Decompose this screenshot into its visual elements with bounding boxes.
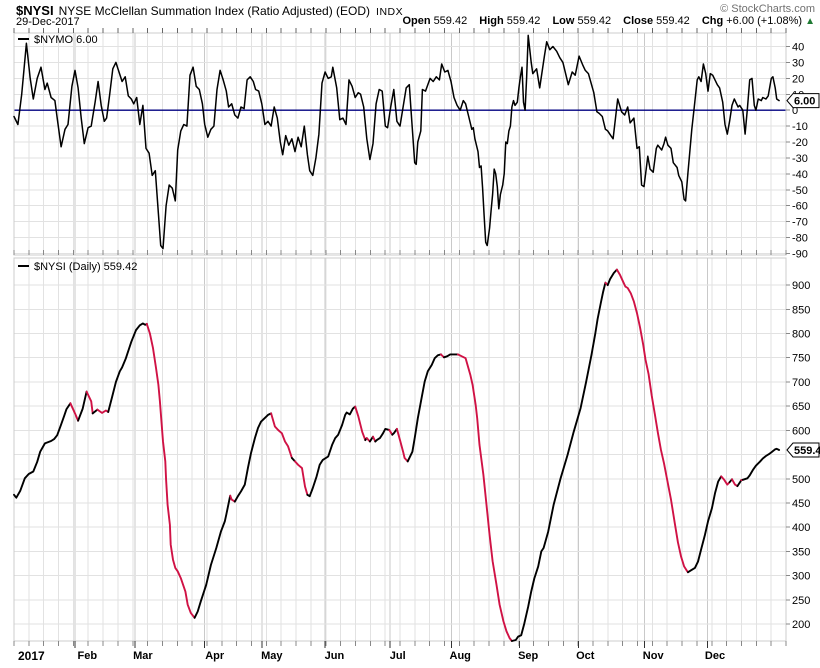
series-line [720, 475, 731, 486]
y-axis-label: 850 [792, 304, 810, 316]
chg-label: Chg [701, 15, 724, 27]
y-axis-label: -60 [792, 201, 808, 213]
x-axis-month-label: Apr [205, 650, 225, 662]
y-axis-label: 30 [792, 57, 804, 69]
x-axis-month-label: May [261, 650, 283, 662]
chart-title: NYSE McClellan Summation Index (Ratio Ad… [58, 4, 371, 18]
y-axis-label: 200 [792, 619, 810, 631]
last-value-label: 6.00 [794, 96, 815, 108]
series-line [391, 427, 398, 436]
series-line [731, 478, 739, 488]
y-axis-label: 40 [792, 42, 804, 54]
quote-bar: Open 559.42 High 559.42 Low 559.42 Close 559… [402, 15, 815, 27]
y-axis-label: 650 [792, 401, 810, 413]
y-axis-label: -50 [792, 185, 808, 197]
y-axis-label: -10 [792, 121, 808, 133]
x-axis-month-label: Aug [450, 650, 471, 662]
nysi-legend-dash-icon [18, 265, 29, 268]
nymo-legend: $NYMO 6.00 [18, 34, 98, 46]
x-axis-month-label: Oct [576, 650, 595, 662]
series-line [306, 405, 357, 498]
exchange-label: INDX [376, 6, 404, 18]
y-axis-label: -80 [792, 233, 808, 245]
date-label: 29-Dec-2017 [16, 16, 80, 28]
series-line [96, 408, 110, 414]
series-line [510, 281, 607, 642]
low-value: 559.42 [577, 15, 612, 27]
series-line [145, 322, 196, 619]
change-up-arrow-icon: ▲ [805, 16, 815, 27]
y-axis-label: 700 [792, 377, 810, 389]
series-line [13, 402, 72, 499]
y-axis-label: -70 [792, 217, 808, 229]
y-axis-label: 20 [792, 73, 804, 85]
x-axis-month-label: Sep [518, 650, 538, 662]
y-axis-label: 300 [792, 571, 810, 583]
y-axis-label: 450 [792, 498, 810, 510]
open-value: 559.42 [433, 15, 468, 27]
x-axis-month-label: Nov [643, 650, 665, 662]
series-line [193, 494, 232, 619]
symbol-label: $NYSI [16, 3, 54, 18]
high-value: 559.42 [506, 15, 541, 27]
y-axis-label: 500 [792, 474, 810, 486]
y-axis-label: 350 [792, 546, 810, 558]
y-axis-label: 900 [792, 280, 810, 292]
copyright-label: © StockCharts.com [720, 3, 815, 15]
y-axis-label: -90 [792, 248, 808, 260]
series-line [13, 34, 780, 250]
high-label: High [479, 15, 504, 27]
series-line [615, 268, 689, 574]
nysi-legend-label: $NYSI (Daily) 559.42 [34, 261, 138, 273]
series-line [85, 390, 94, 415]
x-axis-month-label: Feb [78, 650, 98, 662]
series-line [606, 268, 618, 287]
series-line [406, 353, 442, 463]
nysi-legend: $NYSI (Daily) 559.42 [18, 261, 137, 273]
series-line [741, 447, 781, 481]
series-line [443, 353, 459, 359]
series-line [107, 322, 148, 413]
y-axis-label: -30 [792, 153, 808, 165]
nymo-legend-label: $NYMO 6.00 [34, 34, 98, 46]
x-axis-month-label: Dec [705, 650, 725, 662]
series-line [395, 427, 409, 463]
series-line [77, 390, 88, 422]
series-line [354, 405, 367, 442]
y-axis-label: 600 [792, 425, 810, 437]
series-line [374, 427, 391, 443]
series-line [270, 412, 293, 459]
x-axis-month-label: Jun [325, 650, 345, 662]
last-value-tag [786, 442, 820, 458]
series-line [736, 479, 743, 488]
close-value: 559.42 [656, 15, 690, 27]
open-label: Open [402, 15, 431, 27]
series-line [91, 408, 99, 415]
y-axis-label: 800 [792, 329, 810, 341]
y-axis-label: 750 [792, 353, 810, 365]
last-value-tag [786, 93, 820, 109]
x-axis-year-label: 2017 [18, 649, 45, 663]
series-line [687, 475, 723, 574]
close-label: Close [623, 15, 654, 27]
chg-value: +6.00 (+1.08%) [726, 15, 803, 27]
series-line [69, 402, 80, 422]
low-label: Low [552, 15, 575, 27]
series-line [456, 353, 513, 642]
series-line [229, 494, 236, 503]
y-axis-label: -40 [792, 169, 808, 181]
y-axis-label: 0 [792, 105, 798, 117]
last-value-label: 559.42 [794, 445, 820, 457]
y-axis-label: 400 [792, 522, 810, 534]
y-axis-label: -20 [792, 137, 808, 149]
chart-header: $NYSI NYSE McClellan Summation Index (Rat… [16, 2, 403, 20]
series-line [233, 412, 273, 503]
y-axis-label: 250 [792, 595, 810, 607]
x-axis-month-label: Jul [390, 650, 406, 662]
series-line [294, 460, 309, 496]
x-axis-month-label: Mar [133, 650, 153, 662]
nymo-legend-dash-icon [18, 38, 29, 41]
